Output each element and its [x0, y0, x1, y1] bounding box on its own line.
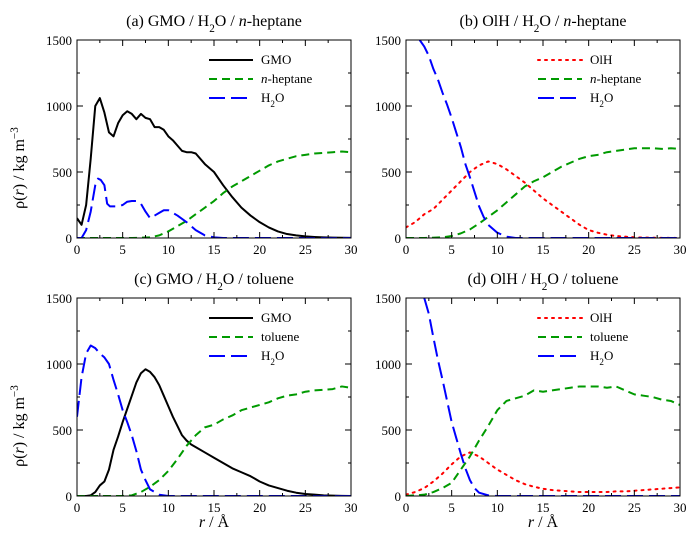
x-tick-label: 0	[74, 242, 81, 257]
x-tick-label: 15	[537, 242, 550, 257]
x-axis-label: r / Å	[528, 513, 559, 531]
chart-panel-1: (a) GMO / H2O / n-heptane 0 5 10 15 20 25 30 0 50…	[46, 13, 358, 257]
series-line-h2o	[423, 298, 680, 496]
x-tick-label: 20	[582, 242, 595, 257]
legend: GMO n-heptane H2O	[209, 52, 312, 109]
series-line-gmo	[77, 368, 351, 496]
y-tick-label: 1000	[375, 99, 401, 114]
legend: OlH toluene H2O	[537, 310, 628, 367]
chart-panel-4: (d) OlH / H2O / toluene 0 5 10 15 20 25 30 0 500 1…	[375, 271, 687, 515]
x-tick-label: 10	[491, 242, 504, 257]
x-tick-label: 20	[253, 242, 266, 257]
x-tick-label: 25	[628, 500, 641, 515]
panel-title: (c) GMO / H2O / toluene	[134, 271, 294, 293]
y-tick-label: 1000	[375, 357, 401, 372]
series-line-gmo	[77, 97, 351, 238]
y-tick-label: 1500	[375, 291, 401, 306]
legend-label: toluene	[261, 329, 299, 344]
x-tick-label: 20	[253, 500, 266, 515]
series-line-h2o	[418, 40, 680, 238]
x-tick-label: 15	[208, 242, 221, 257]
y-tick-label: 1500	[375, 33, 401, 48]
series-line-h2o	[77, 177, 351, 238]
x-tick-label: 0	[403, 500, 410, 515]
chart-panel-2: (b) OlH / H2O / n-heptane 0 5 10 15 20 25 30 0 50…	[375, 13, 687, 257]
legend-label: n-heptane	[261, 71, 312, 86]
legend-label: toluene	[590, 329, 628, 344]
x-tick-label: 25	[628, 242, 641, 257]
y-tick-label: 0	[66, 489, 73, 504]
legend-label: GMO	[261, 310, 291, 325]
x-tick-label: 30	[674, 500, 687, 515]
y-tick-label: 1000	[46, 357, 72, 372]
series-line-h2o	[77, 344, 351, 496]
y-tick-label: 0	[395, 231, 402, 246]
x-tick-label: 5	[448, 500, 455, 515]
x-tick-label: 30	[345, 242, 358, 257]
x-tick-label: 0	[403, 242, 410, 257]
legend-label: GMO	[261, 52, 291, 67]
series-line-n-heptane	[406, 147, 680, 238]
y-tick-label: 500	[53, 423, 73, 438]
x-tick-label: 5	[448, 242, 455, 257]
legend-label: n-heptane	[590, 71, 641, 86]
series-line-olh	[406, 160, 680, 238]
y-tick-label: 1500	[46, 291, 72, 306]
x-tick-label: 25	[299, 242, 312, 257]
chart-panel-3: (c) GMO / H2O / toluene 0 5 10 15 20 25 30 0 500 1…	[46, 271, 358, 515]
series-line-toluene	[406, 385, 680, 496]
y-tick-label: 500	[382, 423, 402, 438]
legend-label: H2O	[261, 348, 284, 367]
x-tick-label: 0	[74, 500, 81, 515]
x-tick-label: 25	[299, 500, 312, 515]
x-axis-label: r / Å	[199, 513, 230, 531]
x-tick-label: 5	[119, 500, 126, 515]
panel-title: (b) OlH / H2O / n-heptane	[460, 13, 627, 35]
x-tick-label: 20	[582, 500, 595, 515]
y-axis-label: ρ(r) / kg m−3	[9, 127, 28, 209]
y-tick-label: 500	[382, 165, 402, 180]
x-tick-label: 10	[162, 500, 175, 515]
y-tick-label: 1000	[46, 99, 72, 114]
legend-label: H2O	[590, 90, 613, 109]
x-tick-label: 15	[537, 500, 550, 515]
legend-label: H2O	[590, 348, 613, 367]
x-tick-label: 10	[491, 500, 504, 515]
y-tick-label: 500	[53, 165, 73, 180]
plot-frame	[405, 39, 681, 239]
legend: GMO toluene H2O	[209, 310, 299, 367]
series-line-toluene	[77, 385, 351, 496]
y-axis-label: ρ(r) / kg m−3	[9, 385, 28, 467]
y-tick-label: 1500	[46, 33, 72, 48]
legend-label: OlH	[590, 52, 612, 67]
series-line-olh	[406, 451, 680, 496]
x-tick-label: 30	[345, 500, 358, 515]
x-tick-label: 15	[208, 500, 221, 515]
x-tick-label: 10	[162, 242, 175, 257]
series-line-n-heptane	[77, 150, 351, 238]
legend-label: H2O	[261, 90, 284, 109]
y-tick-label: 0	[66, 231, 73, 246]
plot-frame	[76, 39, 352, 239]
y-tick-label: 0	[395, 489, 402, 504]
legend-label: OlH	[590, 310, 612, 325]
panel-title: (a) GMO / H2O / n-heptane	[126, 13, 302, 35]
legend: OlH n-heptane H2O	[537, 52, 641, 109]
x-tick-label: 5	[119, 242, 126, 257]
panel-title: (d) OlH / H2O / toluene	[468, 271, 619, 293]
x-tick-label: 30	[674, 242, 687, 257]
